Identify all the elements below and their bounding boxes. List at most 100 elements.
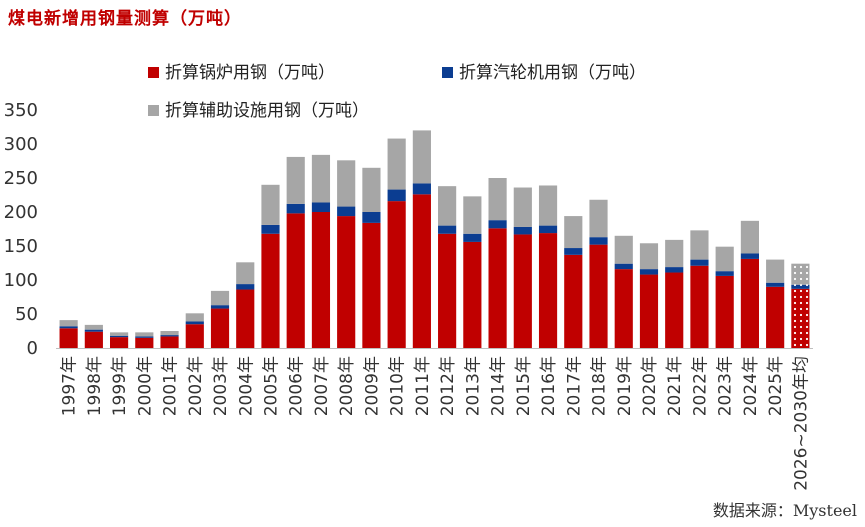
bar-turbine-26	[715, 271, 734, 276]
bar-boiler-26	[715, 275, 734, 348]
bar-turbine-4	[160, 335, 179, 337]
bar-auxiliary-17	[488, 178, 507, 221]
bar-auxiliary-15	[438, 186, 457, 226]
bar-auxiliary-13	[387, 138, 406, 190]
bar-auxiliary-22	[614, 235, 633, 264]
bar-turbine-13	[387, 189, 406, 202]
x-tick-label: 2009年	[362, 356, 382, 416]
forecast-pattern-2	[791, 263, 810, 285]
x-tick-label: 2003年	[211, 356, 231, 416]
x-tick-label: 2004年	[236, 356, 256, 416]
y-tick-label: 150	[4, 236, 38, 257]
bar-auxiliary-27	[740, 220, 760, 254]
bar-turbine-23	[639, 269, 659, 275]
bar-boiler-17	[488, 228, 507, 348]
bar-auxiliary-21	[589, 199, 608, 238]
x-tick-label: 2000年	[135, 356, 155, 416]
bar-turbine-5	[185, 321, 204, 325]
bar-boiler-18	[513, 234, 532, 348]
bar-boiler-0	[59, 328, 78, 348]
bar-turbine-6	[210, 305, 230, 309]
bar-turbine-17	[488, 220, 507, 229]
bar-boiler-14	[412, 194, 431, 348]
legend-label-2: 折算辅助设施用钢（万吨）	[165, 101, 369, 121]
bar-boiler-24	[665, 272, 684, 348]
x-tick-label: 2026~2030年均	[791, 356, 811, 491]
bar-turbine-11	[337, 206, 356, 217]
bar-auxiliary-4	[160, 331, 179, 336]
bar-auxiliary-3	[135, 332, 154, 337]
bar-turbine-20	[564, 248, 583, 255]
x-tick-label: 2008年	[337, 356, 357, 416]
x-tick-label: 2006年	[287, 356, 307, 416]
bar-boiler-15	[438, 233, 457, 348]
bar-auxiliary-26	[715, 246, 734, 272]
bar-auxiliary-24	[665, 239, 684, 268]
y-tick-label: 100	[4, 270, 38, 291]
bar-turbine-25	[690, 259, 709, 266]
y-tick-label: 250	[4, 168, 38, 189]
x-tick-label: 2001年	[161, 356, 181, 416]
bar-auxiliary-9	[286, 156, 305, 204]
bar-boiler-7	[236, 289, 255, 348]
bar-turbine-1	[84, 329, 103, 332]
bar-turbine-12	[362, 212, 381, 223]
x-tick-label: 1997年	[60, 356, 80, 416]
x-tick-label: 2023年	[716, 356, 736, 416]
data-source-note: 数据来源：Mysteel	[712, 501, 857, 520]
x-tick-label: 2014年	[489, 356, 509, 416]
bar-turbine-3	[135, 336, 154, 338]
bar-auxiliary-2	[109, 332, 129, 336]
bar-boiler-20	[564, 254, 583, 348]
forecast-pattern-1	[791, 284, 810, 289]
bar-boiler-16	[463, 241, 482, 348]
x-tick-label: 2017年	[564, 356, 584, 416]
bar-boiler-25	[690, 265, 709, 348]
bar-auxiliary-18	[513, 187, 532, 227]
bar-boiler-5	[185, 324, 204, 348]
bar-turbine-18	[513, 226, 532, 235]
bar-auxiliary-11	[337, 160, 356, 207]
bar-turbine-21	[589, 237, 608, 245]
x-tick-label: 2007年	[312, 356, 332, 416]
bar-auxiliary-19	[538, 185, 558, 226]
legend-swatch-0	[148, 67, 159, 78]
x-tick-label: 2010年	[388, 356, 408, 416]
y-tick-label: 300	[4, 134, 38, 155]
x-tick-label: 1998年	[85, 356, 105, 416]
x-tick-label: 2013年	[463, 356, 483, 416]
bar-boiler-9	[286, 213, 305, 348]
bar-turbine-2	[109, 335, 129, 338]
bar-boiler-4	[160, 336, 179, 348]
legend-swatch-1	[442, 67, 453, 78]
x-tick-label: 2024年	[741, 356, 761, 416]
bar-turbine-0	[59, 326, 78, 329]
bar-turbine-27	[740, 253, 760, 259]
x-tick-label: 2016年	[539, 356, 559, 416]
x-tick-label: 2022年	[690, 356, 710, 416]
bar-auxiliary-0	[59, 320, 78, 327]
bar-auxiliary-5	[185, 313, 204, 322]
bar-boiler-10	[311, 212, 331, 348]
bar-auxiliary-7	[236, 262, 255, 285]
x-tick-label: 2020年	[640, 356, 660, 416]
bar-auxiliary-25	[690, 230, 709, 260]
bar-boiler-8	[261, 233, 280, 348]
bar-boiler-3	[135, 337, 154, 348]
bar-auxiliary-8	[261, 184, 280, 225]
forecast-pattern-0	[791, 288, 810, 348]
bar-auxiliary-28	[766, 259, 785, 283]
y-tick-label: 350	[4, 100, 38, 121]
bar-turbine-22	[614, 263, 633, 270]
bar-boiler-12	[362, 222, 381, 348]
x-tick-label: 2019年	[615, 356, 635, 416]
y-tick-label: 0	[27, 338, 38, 359]
legend-swatch-2	[148, 105, 159, 116]
bar-boiler-22	[614, 269, 633, 348]
bar-turbine-8	[261, 224, 280, 234]
bar-turbine-7	[236, 284, 255, 290]
bar-boiler-28	[766, 286, 785, 348]
bar-auxiliary-14	[412, 130, 431, 184]
bar-auxiliary-10	[311, 154, 331, 203]
x-tick-label: 2025年	[766, 356, 786, 416]
